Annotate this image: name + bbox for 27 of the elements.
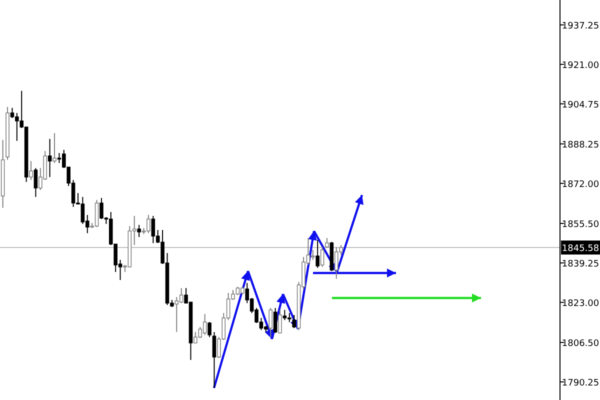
candlestick	[273, 307, 278, 334]
y-tick-label: 1839.25	[562, 259, 600, 270]
y-tick-label: 1888.25	[562, 140, 600, 150]
candlestick	[34, 168, 38, 198]
y-tick-label: 1823.00	[562, 298, 600, 309]
y-tick-label: 1855.50	[562, 220, 600, 230]
y-tick-label: 1921.00	[562, 60, 600, 71]
candlestick	[316, 239, 320, 268]
y-tick-label: 1806.50	[562, 338, 600, 349]
y-tick-label: 1872.00	[562, 180, 600, 190]
y-tick-label: 1904.75	[562, 100, 600, 110]
candlestick	[29, 160, 33, 180]
y-tick-label: 1937.25	[562, 21, 600, 32]
candlestick	[208, 322, 212, 338]
candlestick	[212, 332, 216, 388]
candlestick	[325, 238, 329, 248]
candlestick	[268, 307, 273, 338]
candlestick	[320, 246, 324, 268]
ref-line-label: 1845.58	[562, 244, 600, 254]
candlestick	[52, 132, 56, 164]
candlestick	[278, 309, 282, 334]
candlestick	[292, 314, 296, 329]
candlestick	[48, 138, 52, 178]
candlestick	[137, 224, 141, 238]
y-tick-label: 1790.25	[562, 378, 600, 388]
candlestick	[310, 249, 315, 260]
candlestick	[174, 296, 179, 332]
